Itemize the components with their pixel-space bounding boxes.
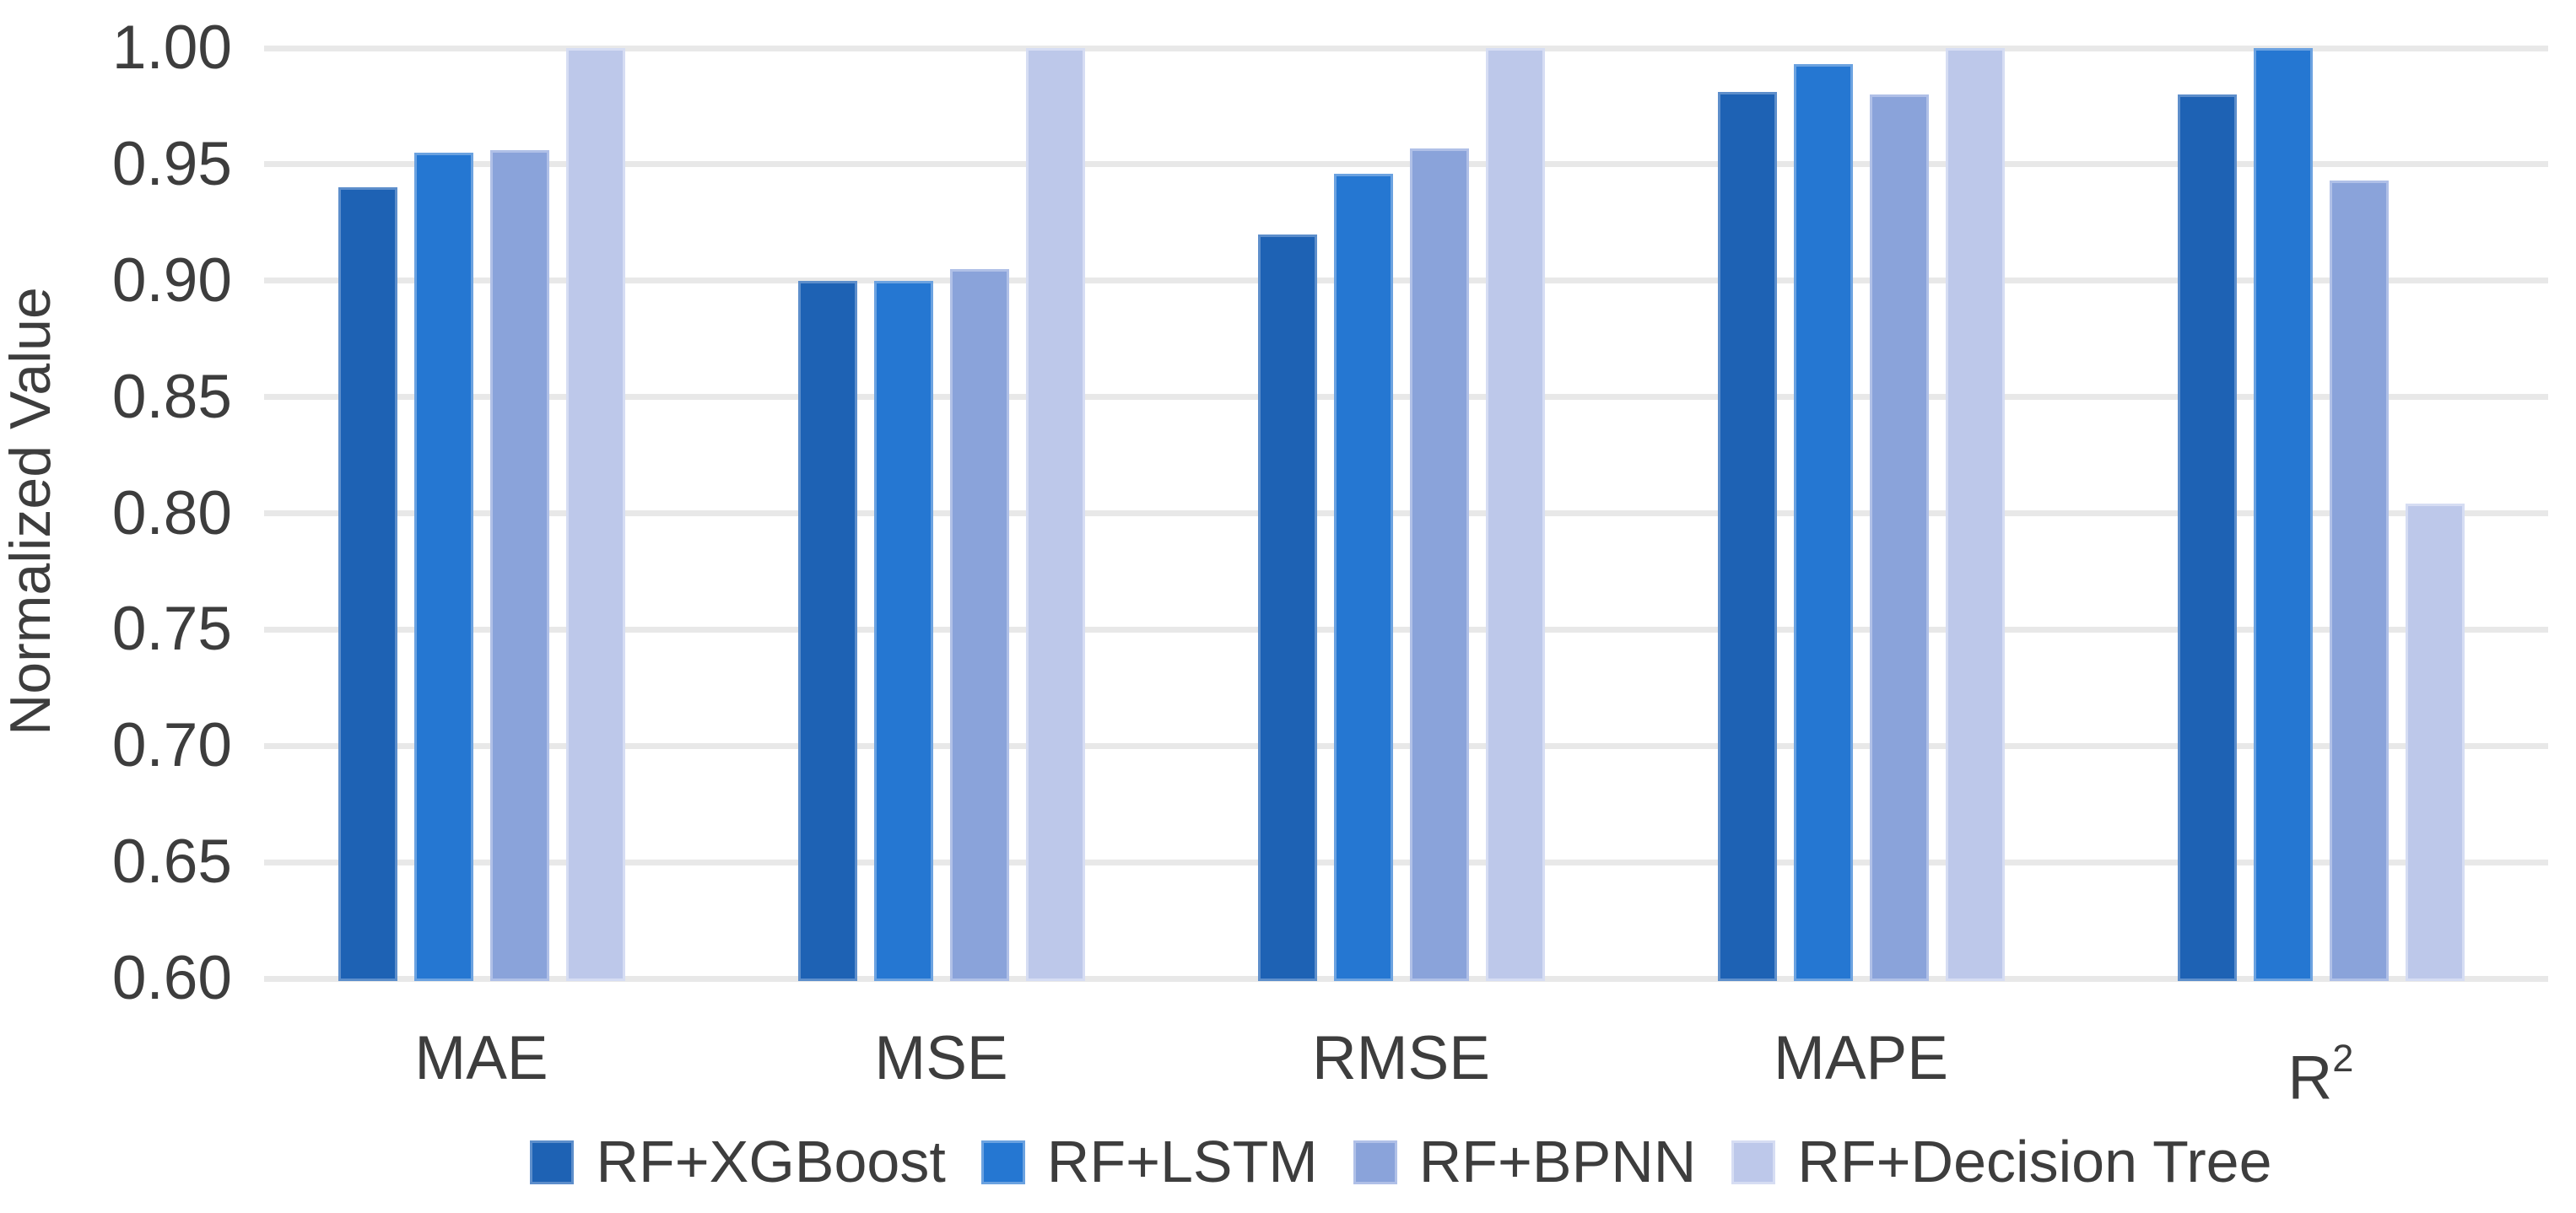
legend-label: RF+Decision Tree — [1797, 1129, 2272, 1194]
y-tick-label: 0.80 — [111, 478, 232, 547]
legend-swatch — [1731, 1140, 1776, 1184]
gridline — [264, 742, 2548, 749]
bar — [338, 187, 397, 981]
gridline — [264, 278, 2548, 284]
y-tick-label: 0.75 — [111, 595, 232, 664]
bar — [1257, 234, 1317, 981]
bar — [2329, 181, 2389, 981]
y-tick-label: 0.65 — [111, 828, 232, 897]
bar — [565, 48, 625, 981]
legend-label: RF+XGBoost — [596, 1129, 946, 1194]
legend-swatch — [980, 1140, 1025, 1184]
gridline — [264, 626, 2548, 633]
legend-item: RF+XGBoost — [530, 1129, 946, 1194]
y-axis-title: Normalized Value — [0, 287, 62, 736]
legend-label: RF+BPNN — [1418, 1129, 1697, 1194]
y-tick-label: 0.95 — [111, 129, 232, 198]
y-tick-label: 0.85 — [111, 362, 232, 431]
bar — [1793, 64, 1853, 981]
bar — [1717, 92, 1777, 981]
bar — [797, 280, 857, 981]
bar — [489, 150, 549, 981]
bar — [873, 280, 933, 981]
legend-item: RF+LSTM — [980, 1129, 1318, 1194]
y-tick-label: 0.60 — [111, 944, 232, 1012]
bar — [949, 268, 1009, 981]
gridline — [264, 859, 2548, 865]
bar — [2405, 504, 2465, 981]
bar — [1409, 148, 1469, 981]
legend-item: RF+BPNN — [1353, 1129, 1697, 1194]
legend: RF+XGBoost RF+LSTM RF+BPNN RF+Decision Tree — [251, 1129, 2551, 1194]
bar — [1485, 48, 1545, 981]
bar — [1025, 48, 1085, 981]
gridline — [264, 161, 2548, 168]
legend-label: RF+LSTM — [1046, 1129, 1318, 1194]
gridline — [264, 510, 2548, 516]
bar — [1945, 48, 2005, 981]
x-axis-label: MSE — [874, 1024, 1008, 1092]
x-axis-label: R2 — [2287, 1037, 2354, 1113]
legend-item: RF+Decision Tree — [1731, 1129, 2272, 1194]
gridline — [264, 975, 2548, 982]
x-axis-label: RMSE — [1312, 1024, 1490, 1092]
y-tick-label: 1.00 — [111, 13, 232, 82]
x-axis-label: MAPE — [1774, 1024, 1948, 1092]
y-tick-label: 0.70 — [111, 711, 232, 780]
gridline — [264, 45, 2548, 51]
bar — [2253, 48, 2313, 981]
bar — [413, 153, 473, 981]
bar — [2177, 94, 2237, 981]
gridline — [264, 394, 2548, 401]
bar — [1869, 94, 1929, 981]
legend-swatch — [530, 1140, 575, 1184]
x-axis-label: MAE — [414, 1024, 548, 1092]
legend-swatch — [1353, 1140, 1397, 1184]
y-tick-label: 0.90 — [111, 245, 232, 315]
bar — [1333, 173, 1393, 981]
